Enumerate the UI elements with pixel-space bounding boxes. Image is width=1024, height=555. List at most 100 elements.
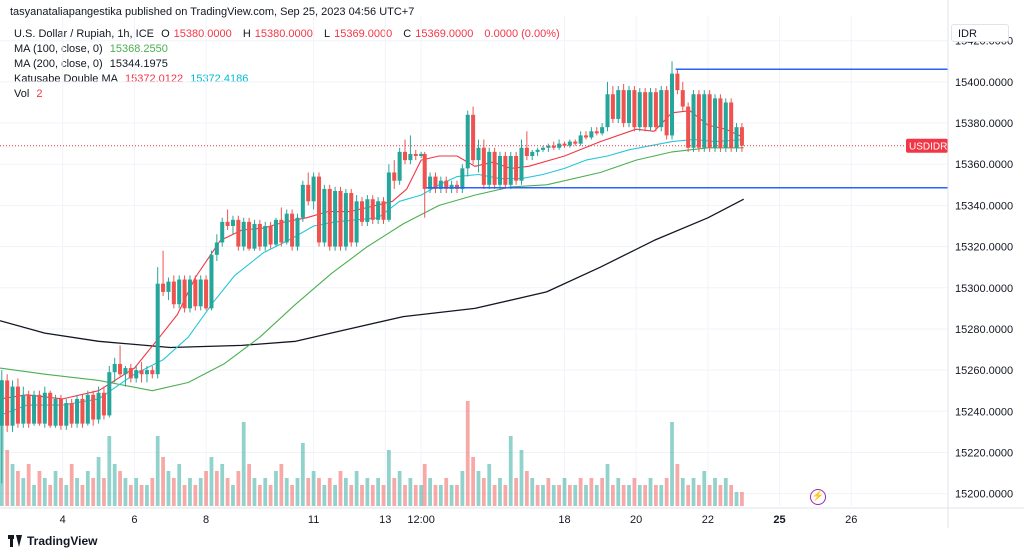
candle-body bbox=[503, 156, 508, 185]
candle-body bbox=[230, 219, 235, 226]
volume-bar bbox=[284, 478, 289, 506]
volume-bar bbox=[257, 485, 262, 506]
legend-vol-row[interactable]: Vol 2 bbox=[14, 87, 564, 102]
volume-bar bbox=[492, 485, 497, 506]
lightning-icon[interactable]: ⚡ bbox=[810, 489, 826, 505]
volume-bar bbox=[481, 478, 486, 506]
volume-bar bbox=[53, 471, 58, 506]
candle-body bbox=[42, 392, 47, 424]
legend-ma100-row[interactable]: MA (100, close, 0) 15368.2550 bbox=[14, 42, 564, 57]
volume-bar bbox=[557, 485, 562, 506]
candle-body bbox=[37, 394, 42, 424]
volume-bar bbox=[487, 464, 492, 506]
candle-body bbox=[713, 98, 718, 148]
volume-bar bbox=[397, 471, 402, 506]
candle-body bbox=[177, 279, 182, 305]
volume-bar bbox=[573, 485, 578, 506]
close-label: C bbox=[403, 28, 412, 40]
volume-bar bbox=[182, 485, 187, 506]
candle-body bbox=[381, 201, 386, 220]
volume-bar bbox=[204, 471, 208, 506]
candle-body bbox=[449, 184, 454, 189]
candle-body bbox=[465, 114, 470, 169]
candle-body bbox=[471, 114, 476, 161]
volume-bar bbox=[524, 471, 529, 506]
katusabe-ma-red-line bbox=[0, 110, 744, 400]
y-tick-label: 15320.0000 bbox=[955, 242, 1013, 254]
candle-body bbox=[616, 90, 621, 119]
candle-body bbox=[557, 143, 562, 148]
volume-bar bbox=[648, 478, 653, 506]
volume-bar bbox=[707, 485, 712, 506]
candle-body bbox=[422, 153, 427, 189]
volume-bar bbox=[317, 478, 321, 506]
katusabe-ma-teal-line bbox=[0, 138, 744, 416]
volume-bar bbox=[519, 450, 524, 506]
volume-bar bbox=[252, 478, 257, 506]
currency-selector[interactable]: IDR bbox=[951, 24, 1009, 42]
candle-body bbox=[664, 90, 669, 136]
volume-bar bbox=[433, 485, 438, 506]
volume-bar bbox=[503, 485, 508, 506]
candle-body bbox=[5, 380, 10, 426]
y-tick-label: 15220.0000 bbox=[955, 447, 1013, 459]
candle-body bbox=[696, 94, 701, 148]
price-axis-pane bbox=[948, 0, 1024, 530]
candle-body bbox=[600, 127, 605, 134]
candle-body bbox=[497, 156, 503, 185]
volume-bar bbox=[740, 492, 744, 506]
volume-bar bbox=[664, 478, 669, 506]
candle-body bbox=[214, 242, 219, 255]
volume-bar bbox=[166, 471, 171, 506]
volume-bar bbox=[562, 478, 567, 506]
volume-bar bbox=[403, 485, 407, 506]
candle-body bbox=[610, 94, 615, 119]
volume-bar bbox=[460, 471, 465, 506]
y-tick-label: 15300.0000 bbox=[955, 283, 1013, 295]
volume-bar bbox=[449, 485, 454, 506]
candle-body bbox=[605, 94, 610, 128]
candle-body bbox=[91, 394, 96, 420]
volume-bar bbox=[268, 485, 273, 506]
tradingview-logo-icon bbox=[8, 535, 22, 547]
candle-body bbox=[349, 193, 354, 243]
candle-body bbox=[290, 213, 295, 247]
legend-ma200-row[interactable]: MA (200, close, 0) 15344.1975 bbox=[14, 57, 564, 72]
ma100-value: 15368.2550 bbox=[109, 43, 168, 55]
candle-body bbox=[514, 156, 519, 181]
volume-bar bbox=[32, 485, 36, 506]
volume-bar bbox=[584, 485, 588, 506]
candle-body bbox=[460, 168, 465, 189]
grid bbox=[0, 16, 948, 506]
volume-bar bbox=[155, 436, 160, 506]
candle-body bbox=[171, 281, 176, 305]
candle-body bbox=[182, 279, 187, 309]
volume-bar bbox=[723, 478, 728, 506]
symbol-title[interactable]: U.S. Dollar / Rupiah, 1h, ICE bbox=[14, 28, 155, 40]
footer: TradingView bbox=[8, 534, 97, 548]
volume-bar bbox=[632, 478, 637, 506]
volume-bar bbox=[455, 485, 459, 506]
volume-bar bbox=[295, 478, 300, 506]
ma200-label: MA (200, close, 0) bbox=[14, 58, 103, 70]
candle-body bbox=[316, 176, 322, 243]
x-tick-label: 6 bbox=[131, 514, 137, 526]
x-tick-label: 8 bbox=[203, 514, 209, 526]
candle-body bbox=[58, 398, 63, 426]
candle-body bbox=[338, 191, 343, 247]
candle-body bbox=[589, 131, 594, 138]
x-tick-label: 20 bbox=[630, 514, 642, 526]
author-name: tasyanataliapangestika bbox=[10, 6, 122, 18]
volume-bar bbox=[535, 485, 540, 506]
volume-bar bbox=[333, 485, 337, 506]
volume-bar bbox=[85, 471, 90, 506]
x-tick-label: 18 bbox=[558, 514, 570, 526]
volume-bar bbox=[274, 471, 278, 506]
volume-bar bbox=[691, 478, 696, 506]
volume-bar bbox=[680, 478, 685, 506]
publish-header: tasyanataliapangestika published on Trad… bbox=[10, 6, 414, 18]
candle-body bbox=[702, 94, 707, 148]
symbol-tag-box bbox=[906, 138, 948, 153]
volume-bar bbox=[177, 464, 182, 506]
